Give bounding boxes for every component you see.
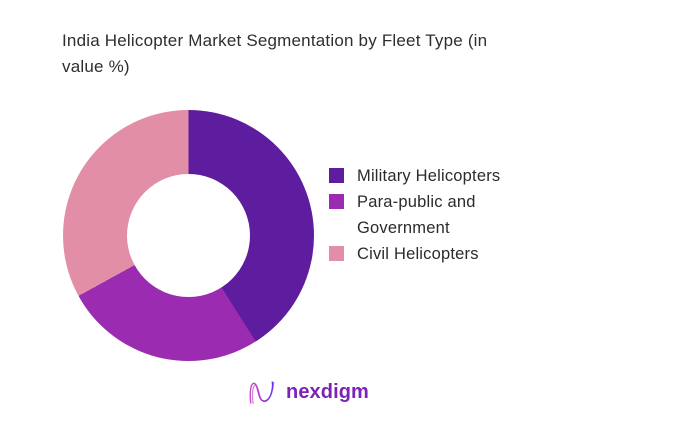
legend-label-military: Military Helicopters [357,167,501,185]
legend-item-military: Military Helicopters [329,163,547,189]
legend-swatch-military [329,168,344,183]
brand-name: nexdigm [286,381,369,403]
chart-title: India Helicopter Market Segmentation by … [62,31,488,76]
legend-swatch-civil [329,246,344,261]
legend-label-civil: Civil Helicopters [357,245,479,263]
donut-hole [127,174,250,297]
donut-chart [63,110,314,361]
nexdigm-n-wave-icon [249,381,275,404]
legend-swatch-para-public [329,194,344,209]
legend-item-para-public: Para-public and Government [329,189,547,241]
legend: Military Helicopters Para-public and Gov… [329,163,547,267]
legend-item-civil: Civil Helicopters [329,241,547,267]
legend-label-para-public: Para-public and Government [357,193,476,237]
brand-footer: nexdigm [246,377,369,408]
